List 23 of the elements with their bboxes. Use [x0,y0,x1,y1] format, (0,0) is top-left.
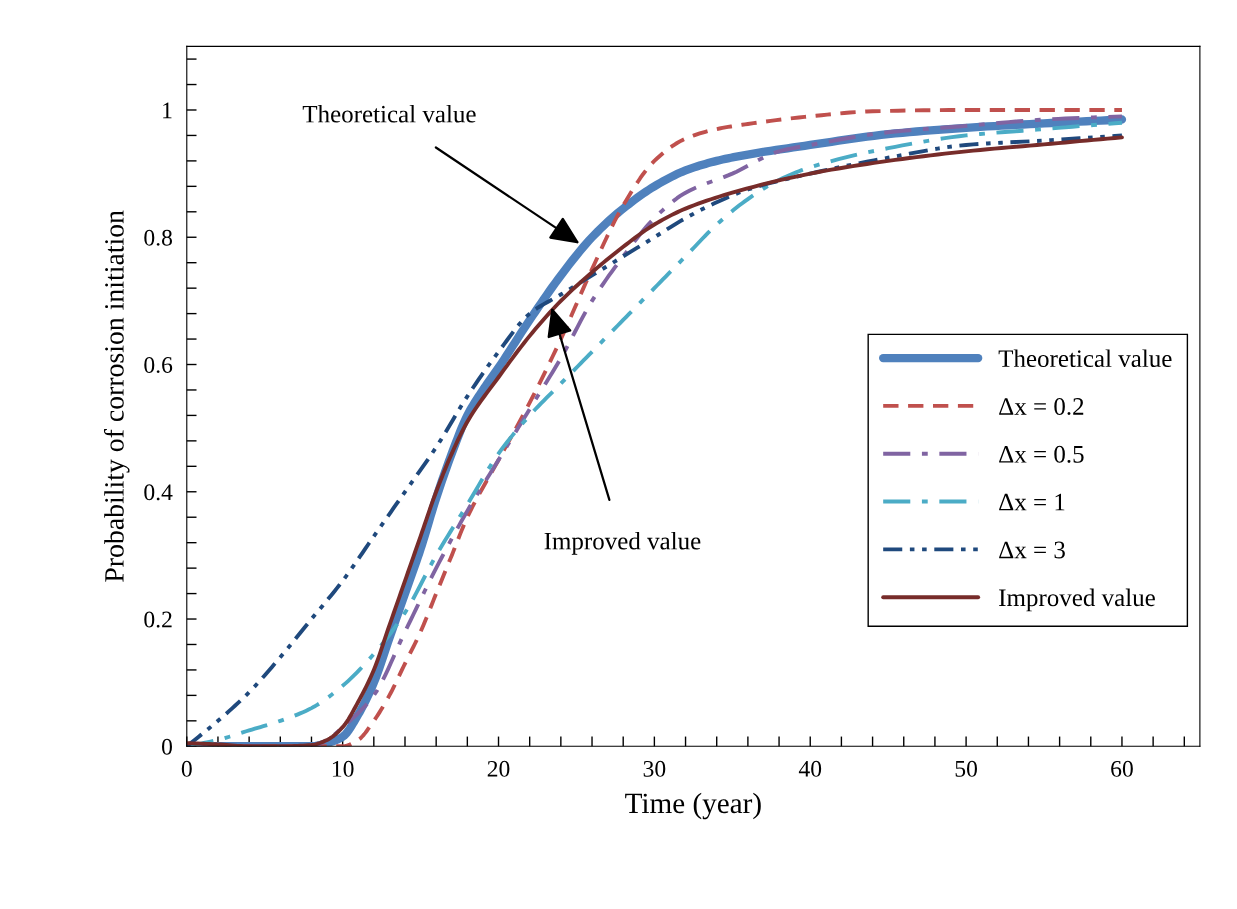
legend-label: Δx = 1 [999,493,1065,511]
y-tick-label: 1 [163,102,172,119]
legend-label: Δx = 0.5 [999,445,1084,463]
x-tick-label: 20 [487,760,510,777]
x-tick-label: 40 [798,760,822,777]
y-tick-label: 0.2 [144,611,172,628]
x-tick-label: 30 [643,760,666,777]
y-axis-title: Probability of corrosion initiation [103,210,130,582]
x-tick-label: 50 [955,760,977,777]
y-tick-label: 0.8 [144,229,172,246]
legend-label: Δx = 3 [999,541,1065,559]
legend-label: Improved value [999,588,1155,612]
y-tick-label: 0.4 [144,484,173,501]
annotation: Theoretical value [302,105,476,123]
legend-label: Δx = 0.2 [999,398,1084,416]
legend-label: Theoretical value [998,349,1172,368]
y-tick-label: 0 [161,738,172,755]
x-axis-title: Time (year) [625,792,761,820]
y-tick-label: 0.6 [144,357,173,374]
annotation: Improved value [544,531,701,555]
x-tick-label: 10 [332,760,354,777]
x-tick-label: 0 [181,760,192,777]
x-tick-label: 60 [1111,760,1133,777]
